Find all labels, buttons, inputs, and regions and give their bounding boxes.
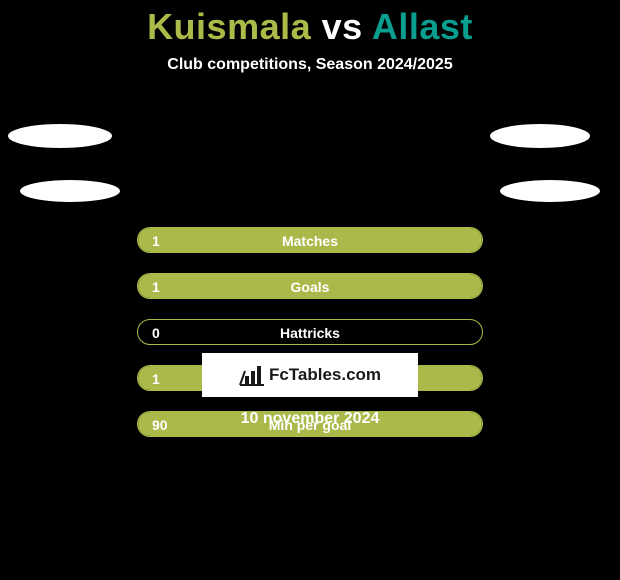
title-vs: vs [322,6,363,47]
stat-bar-track: 1Matches [137,227,483,253]
stat-value: 1 [152,274,160,299]
decorative-ellipse [20,180,120,202]
stat-value: 1 [152,366,160,391]
comparison-title: Kuismala vs Allast [0,0,620,50]
stat-row: 1Goals [0,273,620,319]
stat-bar-track: 1Goals [137,273,483,299]
date-label: 10 november 2024 [0,410,620,428]
fctables-logo: FcTables.com [202,353,418,397]
subtitle: Club competitions, Season 2024/2025 [0,56,620,74]
stat-bar-track: 0Hattricks [137,319,483,345]
stat-value: 1 [152,228,160,253]
stat-bar-fill [138,228,482,252]
decorative-ellipse [500,180,600,202]
logo-text: FcTables.com [269,365,381,385]
decorative-ellipse [490,124,590,148]
stat-label: Hattricks [138,320,482,345]
title-player1: Kuismala [147,6,311,47]
stat-bar-fill [138,274,482,298]
bar-chart-icon [239,364,265,386]
stat-row: 1Matches [0,227,620,273]
title-player2: Allast [372,6,473,47]
decorative-ellipse [8,124,112,148]
stat-value: 0 [152,320,160,345]
